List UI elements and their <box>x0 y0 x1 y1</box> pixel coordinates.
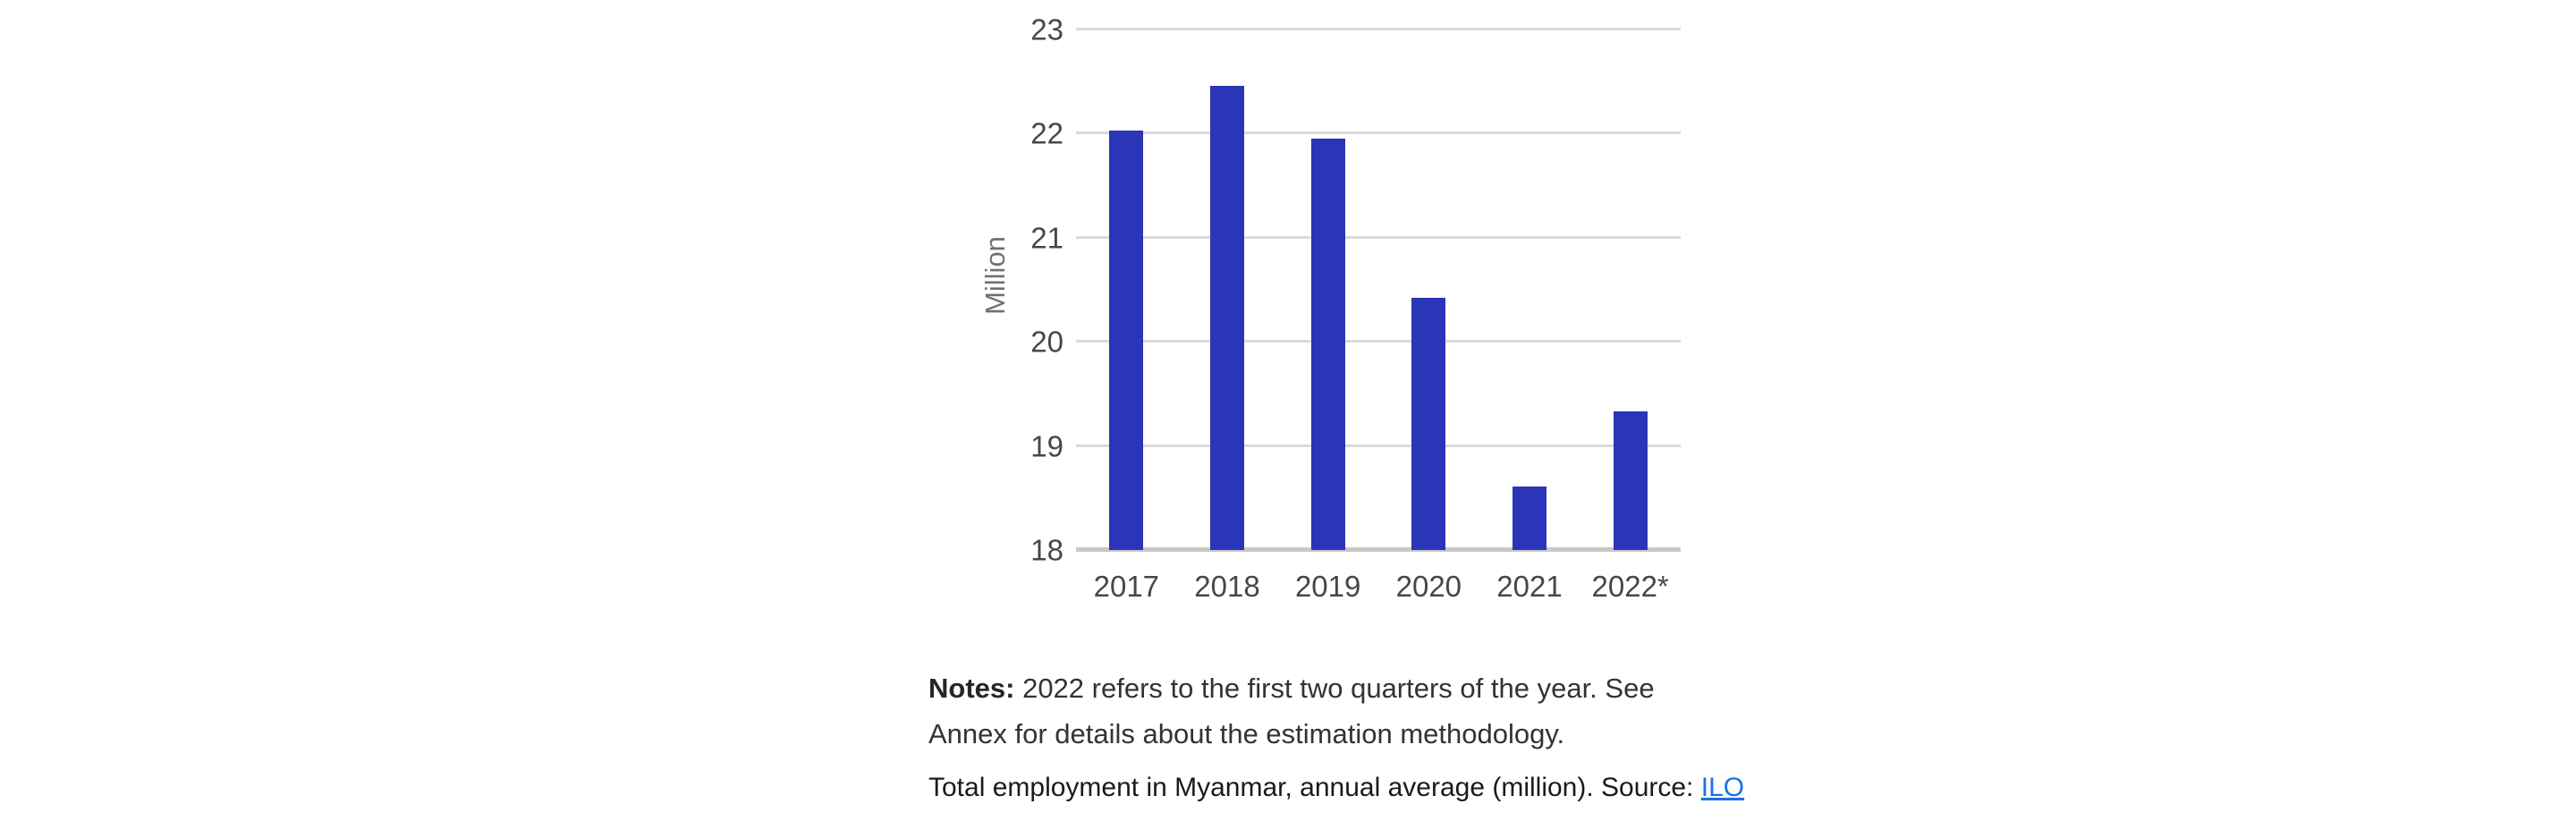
gridline-23 <box>1076 28 1681 30</box>
x-tick-label-2017: 2017 <box>1093 570 1160 603</box>
notes-line1: 2022 refers to the first two quarters of… <box>1022 673 1655 704</box>
gridline-19 <box>1076 444 1681 447</box>
y-tick-label-18: 18 <box>1030 533 1063 567</box>
bar-2021 <box>1513 487 1546 550</box>
bar-2022 <box>1613 411 1648 550</box>
y-tick-label-20: 20 <box>1030 325 1063 359</box>
bar-2018 <box>1210 85 1244 550</box>
chart-caption: Total employment in Myanmar, annual aver… <box>928 771 1744 805</box>
notes-label: Notes: <box>928 673 1015 704</box>
x-tick-label-2018: 2018 <box>1194 570 1260 603</box>
notes-line2: Annex for details about the estimation m… <box>928 718 1565 749</box>
gridline-22 <box>1076 131 1681 135</box>
y-tick-label-23: 23 <box>1030 13 1063 47</box>
chart-plot-area: 18 19 20 21 22 23 2017 2018 2019 2020 2021 2022* <box>1030 15 1681 601</box>
x-tick-label-2021: 2021 <box>1496 570 1563 603</box>
bar-2019 <box>1310 139 1345 550</box>
gridline-21 <box>1076 235 1681 239</box>
gridline-20 <box>1076 340 1681 343</box>
x-tick-label-2019: 2019 <box>1294 570 1361 603</box>
y-tick-label-22: 22 <box>1030 116 1063 150</box>
bar-2017 <box>1109 130 1144 550</box>
x-tick-label-2022: 2022* <box>1591 570 1669 603</box>
y-tick-label-19: 19 <box>1030 429 1063 463</box>
chart-notes: Notes: 2022 refers to the first two quar… <box>928 665 1655 757</box>
bar-2020 <box>1411 298 1446 550</box>
x-axis-line <box>1076 547 1681 552</box>
y-tick-label-21: 21 <box>1030 221 1063 255</box>
x-tick-label-2020: 2020 <box>1395 570 1462 603</box>
caption-text: Total employment in Myanmar, annual aver… <box>928 773 1701 802</box>
ilo-source-link[interactable]: ILO <box>1700 773 1745 802</box>
